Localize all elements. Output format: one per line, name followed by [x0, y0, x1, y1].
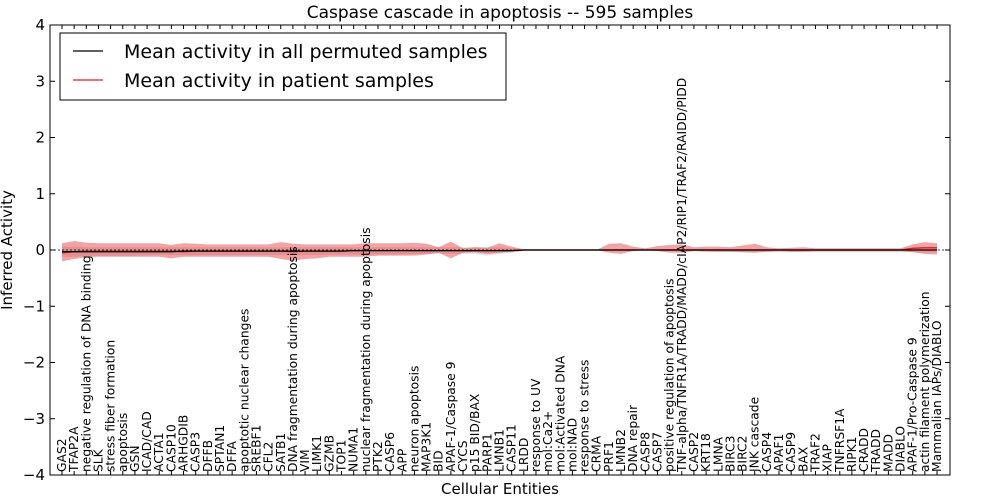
x-tick-label: Mammalian IAPs/DIABLO	[930, 320, 944, 472]
x-tick-label: CASP8	[638, 432, 652, 472]
x-tick-label: CASP9	[784, 432, 798, 472]
x-tick-label: TRAF2	[809, 433, 823, 473]
x-tick-label: APAF-1/Pro-Caspase 9	[906, 337, 920, 472]
x-tick-label: GZMB	[322, 435, 336, 472]
x-tick-label: actin filament polymerization	[918, 291, 932, 472]
y-tick-label: −3	[23, 410, 45, 428]
x-tick-label: LRDD	[517, 438, 531, 472]
x-tick-label: DNA fragmentation during apoptosis	[286, 246, 300, 472]
x-tick-label: mol:Ca2+	[541, 411, 555, 472]
x-tick-label: APAF-1/Caspase 9	[444, 361, 458, 472]
x-tick-label: SLK	[92, 448, 106, 472]
x-tick-label: APAF1	[772, 434, 786, 472]
x-tick-label: stress fiber formation	[104, 340, 118, 472]
x-tick-label: ICAD/CAD	[140, 411, 154, 472]
legend-label-patient: Mean activity in patient samples	[124, 70, 434, 92]
y-tick-label: 1	[35, 185, 45, 203]
x-tick-label: neuron apoptosis	[407, 366, 421, 472]
x-tick-label: XIAP	[821, 444, 835, 472]
chart-title: Caspase cascade in apoptosis -- 595 samp…	[307, 3, 694, 23]
x-tick-label: CRMA	[590, 435, 604, 472]
x-tick-label: DNA repair	[626, 404, 640, 472]
x-tick-label: LMNB2	[614, 429, 628, 472]
y-axis-ticks: 4 3 2 1 0 −1 −2 −3 −4	[23, 16, 950, 484]
x-tick-label: LIMK1	[310, 435, 324, 472]
x-tick-label: nuclear fragmentation during apoptosis	[359, 227, 373, 472]
x-tick-label: RIPK1	[845, 437, 859, 472]
x-tick-label: CASP2	[687, 432, 701, 472]
x-tick-label: SATB1	[274, 433, 288, 472]
x-tick-label: BIRC3	[723, 436, 737, 472]
x-axis-ticks	[61, 25, 938, 475]
x-tick-label: p15 BID/BAX	[468, 393, 482, 472]
x-tick-label: mol:Activated DNA	[553, 355, 567, 472]
x-tick-label: TRADD	[869, 429, 883, 473]
x-tick-label: BID	[432, 450, 446, 472]
x-tick-label: apoptotic nuclear changes	[237, 309, 251, 472]
x-tick-label: apoptosis	[116, 413, 130, 472]
x-tick-label: NUMA1	[347, 427, 361, 472]
y-tick-label: 0	[35, 241, 45, 259]
x-tick-label: mol:NAD	[565, 418, 579, 472]
x-tick-label: ACTA1	[152, 432, 166, 472]
x-tick-label: TOP1	[335, 440, 349, 473]
x-tick-label: TFAP2A	[67, 426, 81, 473]
y-tick-label: 3	[35, 72, 45, 90]
x-tick-label: TNF-alpha/TNFR1A/TRADD/MADD/cIAP2/RIP1/T…	[675, 78, 689, 473]
legend-box	[59, 32, 507, 101]
x-tick-label: BIRC2	[736, 436, 750, 472]
y-tick-label: 2	[35, 129, 45, 147]
x-tick-label: GSN	[128, 445, 142, 472]
x-tick-label: ARHGDIB	[177, 415, 191, 472]
x-tick-label: CASP11	[505, 424, 519, 472]
x-tick-label: response to UV	[529, 378, 543, 472]
x-tick-label: GAS2	[55, 438, 69, 472]
legend: Mean activity in all permuted samples Me…	[59, 32, 507, 101]
x-tick-label: CASP10	[164, 424, 178, 472]
x-tick-label: BAX	[796, 446, 810, 472]
band-permuted	[62, 246, 937, 257]
y-axis-label: Inferred Activity	[0, 190, 16, 310]
y-tick-label: −1	[23, 297, 45, 315]
x-tick-label: PARP1	[480, 433, 494, 472]
x-tick-label: CASP4	[760, 432, 774, 472]
x-tick-label: CASP6	[383, 432, 397, 472]
x-tick-label: VIM	[298, 449, 312, 472]
x-tick-label: DIABLO	[894, 426, 908, 472]
x-axis-label: Cellular Entities	[441, 480, 559, 498]
x-tick-label: CFL2	[262, 442, 276, 472]
x-tick-label: SPTAN1	[213, 425, 227, 472]
x-tick-label: CYCS	[456, 440, 470, 472]
x-tick-label: MADD	[881, 434, 895, 472]
x-tick-label: PTK2	[371, 441, 385, 472]
x-tick-label: response to stress	[578, 360, 592, 472]
x-tick-label: positive regulation of apoptosis	[663, 278, 677, 472]
x-tick-label: APP	[395, 449, 409, 472]
x-tick-label: CASP3	[189, 432, 203, 472]
y-tick-label: −4	[23, 466, 45, 484]
x-tick-label: TNFRSF1A	[833, 408, 847, 473]
x-tick-label: KRT18	[699, 433, 713, 472]
x-tick-label: DFFB	[201, 440, 215, 472]
series-lines	[61, 247, 937, 254]
x-tick-label: PRF1	[602, 441, 616, 472]
x-tick-label: negative regulation of DNA binding	[79, 255, 93, 472]
x-tick-label: MAP3K1	[420, 422, 434, 472]
x-tick-label: LMNB1	[493, 429, 507, 472]
legend-label-permuted: Mean activity in all permuted samples	[124, 41, 487, 63]
x-tick-label: JNK cascade	[748, 397, 762, 473]
x-tick-label: SREBF1	[249, 425, 263, 472]
x-tick-label: CRADD	[857, 428, 871, 472]
x-tick-label: LMNA	[711, 436, 725, 472]
line-permuted	[62, 249, 937, 253]
y-tick-label: 4	[35, 16, 45, 34]
x-tick-label: CASP7	[651, 432, 665, 472]
y-tick-label: −2	[23, 354, 45, 372]
x-tick-label: DFFA	[225, 441, 239, 472]
